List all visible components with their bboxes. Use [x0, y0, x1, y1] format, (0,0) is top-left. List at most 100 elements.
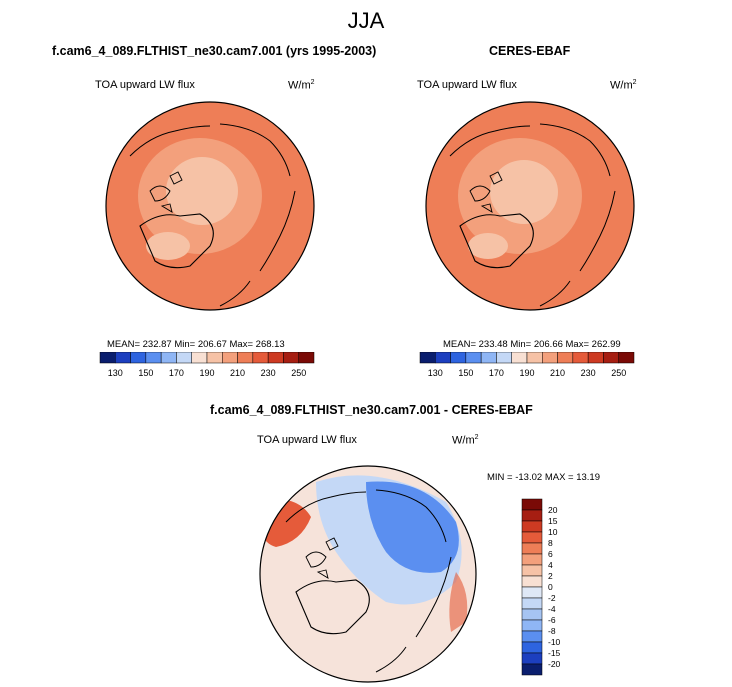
coastline-islands: [469, 171, 503, 213]
colorbar-tick-label: 150: [458, 368, 473, 378]
colorbar-tick-label: 210: [550, 368, 565, 378]
panel-1-colorbar: 130150170190210230250270: [99, 352, 315, 378]
colorbar-tick-label: 190: [199, 368, 214, 378]
panel-1-variable: TOA upward LW flux: [95, 79, 195, 91]
colorbar-tick-label: 250: [291, 368, 306, 378]
colorbar-tick-label: 10: [548, 527, 558, 537]
colorbar-swatch: [176, 352, 192, 364]
coastline-continents: [285, 489, 452, 673]
panel-3-variable: TOA upward LW flux: [257, 434, 357, 446]
colorbar-tick-label: 210: [230, 368, 245, 378]
map-outline: [425, 101, 635, 311]
colorbar-swatch: [222, 352, 238, 364]
panel-3-units: W/m2: [452, 434, 479, 447]
colorbar-swatch: [521, 564, 543, 577]
coastline-islands: [149, 171, 183, 213]
colorbar-tick-label: 0: [548, 582, 553, 592]
colorbar-swatch: [419, 352, 436, 364]
colorbar-swatch: [572, 352, 589, 364]
colorbar-swatch: [511, 352, 528, 364]
colorbar-tick-label: 130: [108, 368, 123, 378]
panel-1-stats: MEAN= 232.87 Min= 206.67 Max= 268.13: [107, 339, 285, 350]
colorbar-swatch: [542, 352, 558, 364]
colorbar-tick-label: 2: [548, 571, 553, 581]
colorbar-swatch: [496, 352, 512, 364]
colorbar-swatch: [480, 352, 497, 364]
panel-2-polar-map: [425, 101, 635, 311]
colorbar-tick-label: 190: [519, 368, 534, 378]
colorbar-swatch: [267, 352, 284, 364]
coastline-continents: [449, 123, 616, 307]
colorbar-tick-label: -15: [548, 648, 561, 658]
colorbar-swatch: [521, 520, 543, 533]
colorbar-tick-label: 4: [548, 560, 553, 570]
colorbar-swatch: [450, 352, 467, 364]
map-outline: [105, 101, 315, 311]
colorbar-swatch: [521, 608, 543, 621]
colorbar-tick-label: 8: [548, 538, 553, 548]
colorbar-tick-label: 20: [548, 505, 558, 515]
panel-3-polar-map: [259, 465, 477, 683]
panel-1-title: f.cam6_4_089.FLTHIST_ne30.cam7.001 (yrs …: [52, 44, 377, 58]
colorbar-swatch: [603, 352, 619, 364]
colorbar-tick-label: 15: [548, 516, 558, 526]
panel-2-units: W/m2: [610, 79, 637, 92]
colorbar-tick-label: 170: [489, 368, 504, 378]
colorbar-swatch: [160, 352, 177, 364]
colorbar-tick-label: 170: [169, 368, 184, 378]
colorbar-swatch: [252, 352, 269, 364]
colorbar-swatch: [521, 575, 543, 588]
colorbar-swatch: [521, 619, 543, 632]
colorbar-swatch: [587, 352, 604, 364]
colorbar-swatch: [521, 630, 543, 643]
map-outline: [259, 465, 477, 683]
colorbar-swatch: [521, 542, 543, 555]
panel-3-stats: MIN = -13.02 MAX = 13.19: [487, 472, 601, 483]
page-title: JJA: [347, 8, 385, 33]
colorbar-tick-label: -20: [548, 659, 561, 669]
panel-3-title: f.cam6_4_089.FLTHIST_ne30.cam7.001 - CER…: [210, 403, 533, 417]
colorbar-swatch: [526, 352, 543, 364]
colorbar-tick-label: -6: [548, 615, 556, 625]
panel-2-colorbar: 130150170190210230250270: [419, 352, 635, 378]
colorbar-swatch: [557, 352, 574, 364]
colorbar-tick-label: 230: [261, 368, 276, 378]
coastline-islands: [305, 537, 339, 579]
diff-field-red-east: [449, 572, 468, 632]
colorbar-tick-label: 250: [611, 368, 626, 378]
colorbar-tick-label: -4: [548, 604, 556, 614]
panel-2-title: CERES-EBAF: [489, 44, 571, 58]
panel-1-polar-map: [105, 101, 315, 311]
colorbar-tick-label: 150: [138, 368, 153, 378]
coastline-continents: [129, 123, 296, 307]
colorbar-swatch: [521, 509, 543, 522]
panel-2-variable: TOA upward LW flux: [417, 79, 517, 91]
colorbar-swatch: [521, 553, 543, 566]
colorbar-tick-label: -8: [548, 626, 556, 636]
colorbar-swatch: [521, 641, 543, 654]
colorbar-swatch: [521, 652, 543, 665]
map-field-greenland: [146, 232, 190, 260]
colorbar-swatch: [465, 352, 482, 364]
colorbar-swatch: [130, 352, 147, 364]
colorbar-tick-label: 130: [428, 368, 443, 378]
map-field-greenland: [468, 233, 508, 259]
colorbar-swatch: [191, 352, 208, 364]
panel-1-units: W/m2: [288, 79, 315, 92]
colorbar-swatch: [206, 352, 223, 364]
diff-field-blue: [366, 481, 459, 573]
colorbar-swatch: [237, 352, 254, 364]
colorbar-swatch: [145, 352, 162, 364]
colorbar-swatch: [298, 352, 315, 364]
map-field-light: [166, 157, 238, 225]
colorbar-swatch: [115, 352, 131, 364]
colorbar-swatch: [435, 352, 451, 364]
coastline-greenland: [459, 213, 534, 269]
colorbar-tick-label: -2: [548, 593, 556, 603]
colorbar-swatch: [99, 352, 116, 364]
map-field-light: [490, 160, 558, 224]
panel-2-stats: MEAN= 233.48 Min= 206.66 Max= 262.99: [443, 339, 621, 350]
colorbar-swatch: [521, 597, 543, 610]
colorbar-tick-label: 6: [548, 549, 553, 559]
